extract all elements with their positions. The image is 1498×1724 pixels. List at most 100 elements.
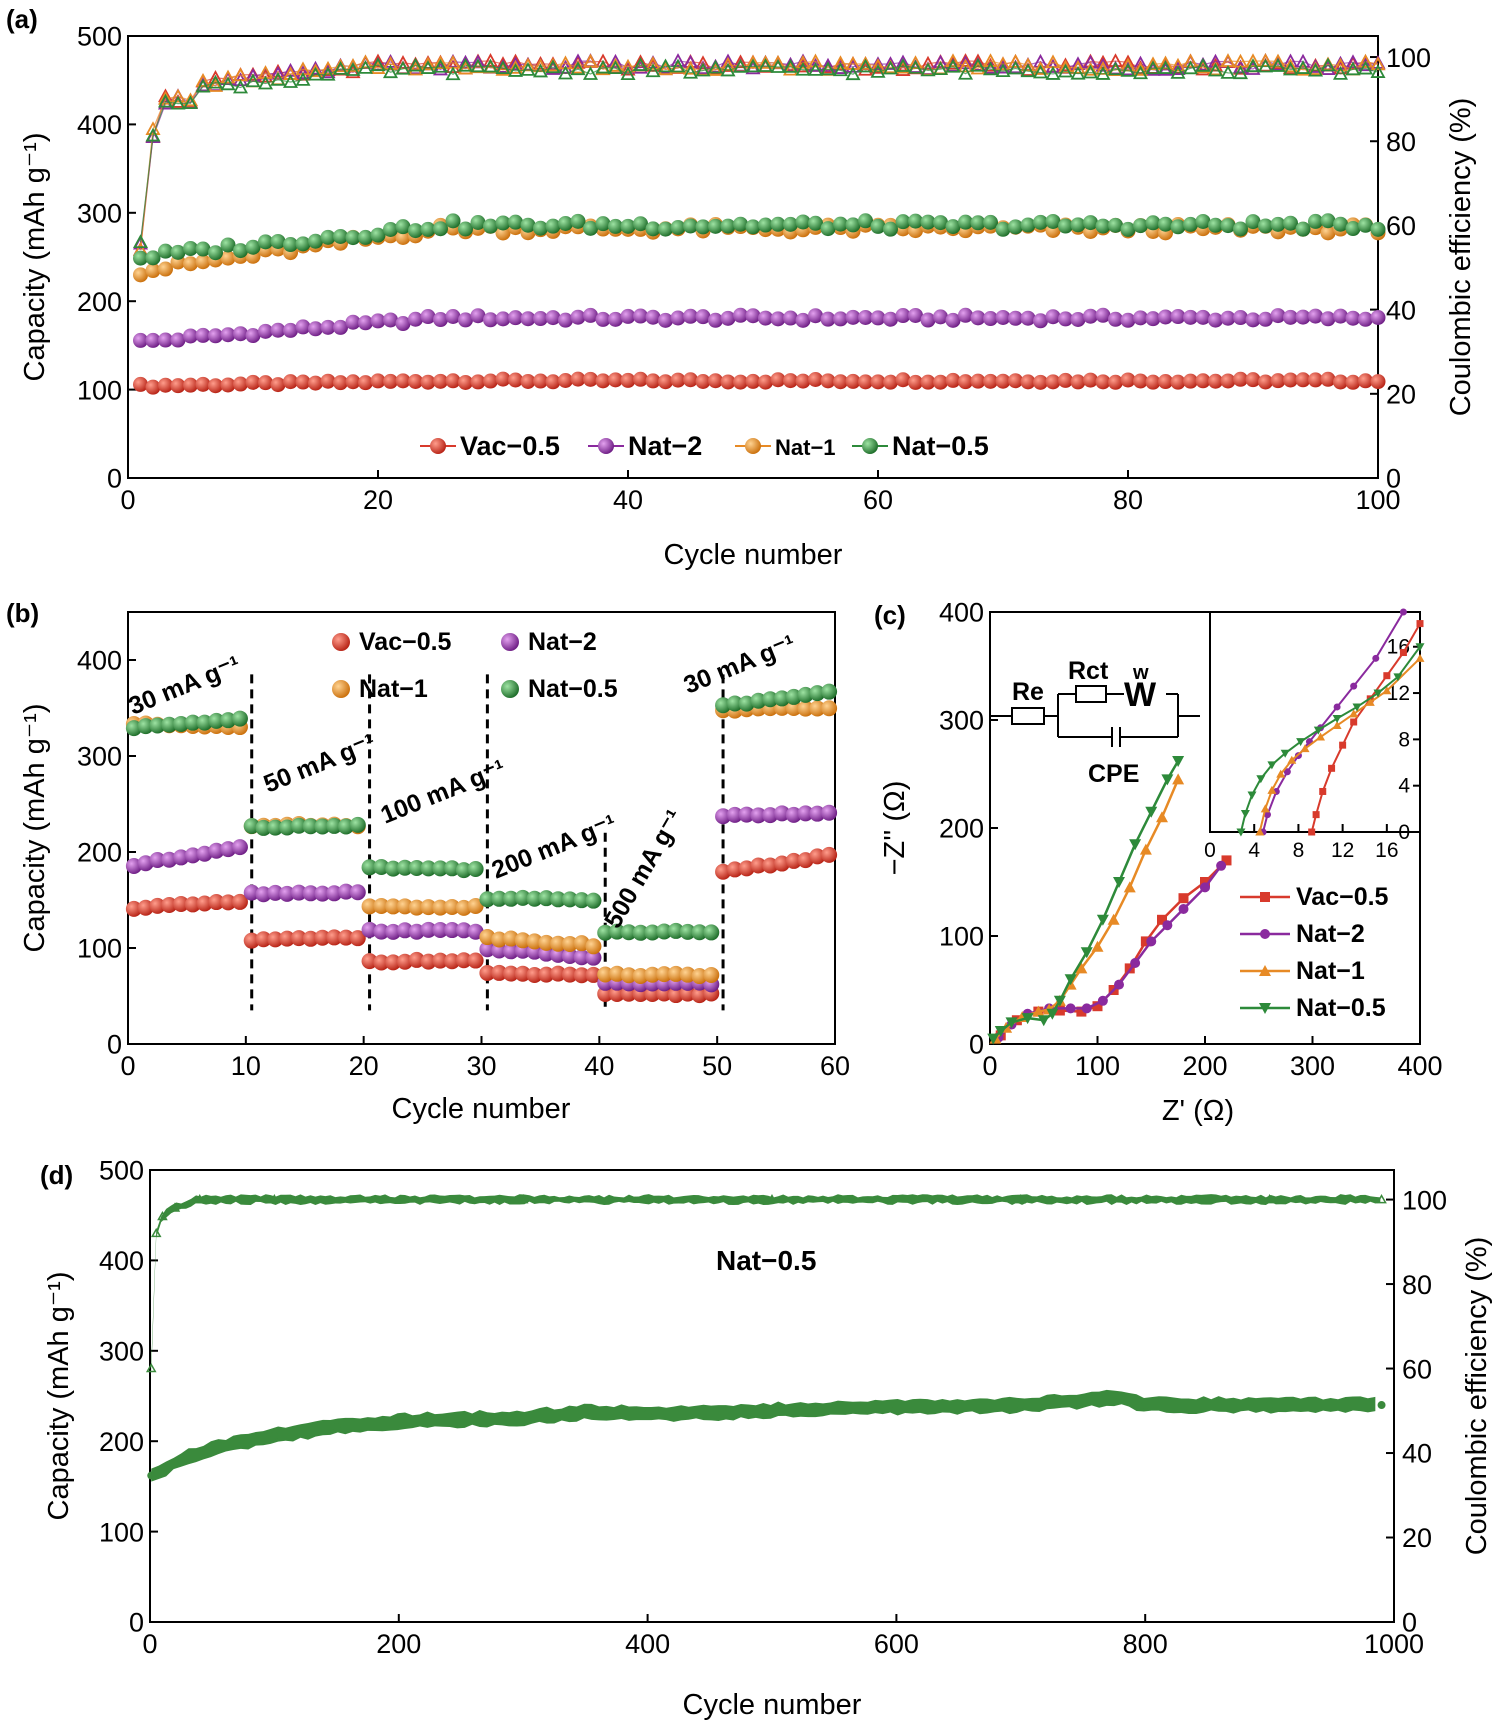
legend-c-label-0: Vac−0.5 bbox=[1296, 883, 1389, 911]
capacity-point-1-42 bbox=[645, 309, 661, 325]
capacity-point-0-16 bbox=[320, 373, 336, 389]
capacity-point-3-68 bbox=[970, 215, 986, 231]
capacity-point-1-26 bbox=[445, 309, 461, 325]
panel-d-axes: 0 200 400 600 800 100001002003004005000204060… bbox=[99, 1156, 1447, 1659]
rate-point-0-40 bbox=[585, 966, 602, 983]
ce-point-3-38 bbox=[595, 59, 611, 74]
rate-point-0-4 bbox=[161, 896, 178, 913]
capacity-point-0-69 bbox=[983, 373, 998, 389]
ce-point-9 bbox=[1264, 1194, 1275, 1204]
ce-point-3-32 bbox=[520, 62, 536, 76]
rate-point-0-52 bbox=[726, 861, 743, 878]
capacity-point-0-74 bbox=[1045, 374, 1061, 390]
eis-point-3-8 bbox=[1080, 947, 1093, 959]
ce-point-3-27 bbox=[457, 57, 474, 72]
ce-point-3-75 bbox=[1057, 63, 1074, 78]
capacity-point-3-84 bbox=[1170, 219, 1186, 235]
capacity-point-0-21 bbox=[383, 373, 398, 389]
ce-point-3-36 bbox=[570, 61, 586, 76]
legend-c-marker-1 bbox=[1260, 929, 1270, 939]
panel-d-y2tick-label-3: 60 bbox=[1402, 1354, 1432, 1384]
rate-point-2-57 bbox=[785, 699, 802, 716]
capacity-point-6 bbox=[519, 1413, 528, 1422]
rate-point-1-22 bbox=[373, 923, 390, 940]
ce-point-2-99 bbox=[1357, 53, 1374, 68]
inset-point-2-7 bbox=[1332, 720, 1342, 729]
capacity-point-3-7 bbox=[208, 245, 223, 261]
capacity-point-1-72 bbox=[1020, 310, 1036, 326]
rate-point-0-2 bbox=[137, 899, 154, 916]
capacity-point-3-17 bbox=[333, 228, 348, 244]
capacity-point-3-79 bbox=[1108, 217, 1123, 233]
ce-point-3-25 bbox=[432, 58, 449, 73]
rate-point-1-60 bbox=[821, 804, 838, 821]
inset-ytick-label-1: 4 bbox=[1398, 775, 1410, 798]
ce-point-0 bbox=[145, 1363, 157, 1373]
capacity-point-3-9 bbox=[233, 243, 248, 259]
eis-point-3-2 bbox=[1005, 1017, 1018, 1029]
capacity-point-3-61 bbox=[883, 221, 898, 237]
rate-point-0-7 bbox=[196, 895, 213, 912]
inset-point-0-9 bbox=[1416, 620, 1424, 628]
capacity-point-0-35 bbox=[558, 373, 573, 389]
equivalent-circuit: Re Rct w W CPE bbox=[990, 657, 1200, 788]
panel-d-ytick-label-4: 400 bbox=[99, 1246, 144, 1276]
legend-c-label-1: Nat−2 bbox=[1296, 920, 1365, 948]
rate-point-2-21 bbox=[361, 898, 378, 915]
rate-point-0-26 bbox=[420, 953, 437, 970]
inset-point-3-0 bbox=[1236, 828, 1246, 837]
eis-point-0-11 bbox=[1200, 877, 1210, 887]
rate-point-2-35 bbox=[526, 933, 543, 950]
legend-b-marker-1 bbox=[501, 633, 519, 651]
capacity-point-0-8 bbox=[220, 377, 236, 393]
capacity-point-3-57 bbox=[833, 216, 848, 232]
rate-point-3-35 bbox=[526, 890, 543, 907]
rate-point-3-4 bbox=[161, 716, 178, 733]
ce-point-3-71 bbox=[1007, 60, 1024, 75]
capacity-point-0-48 bbox=[720, 374, 736, 390]
panel-a-marks bbox=[132, 53, 1386, 395]
rate-point-0-8 bbox=[208, 894, 225, 911]
capacity-point-3-47 bbox=[708, 218, 723, 234]
inset-point-0-4 bbox=[1339, 741, 1347, 749]
rate-point-0-13 bbox=[267, 931, 284, 948]
capacity-point-0-85 bbox=[1183, 373, 1198, 389]
rate-point-0-54 bbox=[750, 857, 767, 874]
capacity-point-1-73 bbox=[1033, 313, 1048, 329]
capacity-point-0-56 bbox=[820, 373, 836, 389]
capacity-point-0-13 bbox=[283, 374, 298, 390]
inset-point-3-12 bbox=[1415, 643, 1425, 652]
rate-point-3-43 bbox=[620, 924, 637, 941]
capacity-point-0-83 bbox=[1158, 374, 1173, 390]
ce-point-2-67 bbox=[957, 58, 974, 73]
capacity-point-3-70 bbox=[995, 221, 1011, 237]
capacity-point-3-27 bbox=[458, 221, 473, 237]
capacity-point-3-75 bbox=[1058, 218, 1073, 234]
rate-point-3-33 bbox=[502, 890, 519, 907]
rate-point-1-15 bbox=[290, 884, 307, 901]
capacity-point-3-44 bbox=[670, 220, 686, 236]
eis-point-3-7 bbox=[1064, 974, 1077, 986]
panel-d-ytick-label-2: 200 bbox=[99, 1427, 144, 1457]
eis-point-0-9 bbox=[1157, 914, 1167, 925]
rate-point-1-12 bbox=[255, 886, 272, 903]
capacity-point-0-42 bbox=[645, 373, 661, 389]
rate-point-0-47 bbox=[667, 987, 684, 1004]
eis-point-1-4 bbox=[1065, 1003, 1076, 1014]
circuit-label-rct: Rct bbox=[1068, 657, 1109, 685]
rate-point-2-27 bbox=[432, 899, 449, 916]
capacity-point-0-36 bbox=[570, 371, 586, 387]
rate-point-1-32 bbox=[491, 942, 508, 959]
ce-point-2-4 bbox=[170, 88, 186, 103]
rate-point-3-50 bbox=[703, 924, 720, 941]
rate-point-2-41 bbox=[597, 966, 614, 983]
capacity-point-0-75 bbox=[1058, 372, 1073, 388]
rate-point-1-19 bbox=[337, 883, 354, 900]
rate-label-1: 50 mA g⁻¹ bbox=[260, 728, 380, 798]
capacity-point-3-58 bbox=[845, 217, 861, 233]
capacity-point-1-98 bbox=[1345, 310, 1361, 326]
capacity-point-3-60 bbox=[870, 218, 886, 234]
ce-point-2-85 bbox=[1182, 53, 1199, 68]
eis-point-1-9 bbox=[1146, 936, 1157, 947]
panel-b-xtick-label-4: 40 bbox=[584, 1051, 614, 1081]
